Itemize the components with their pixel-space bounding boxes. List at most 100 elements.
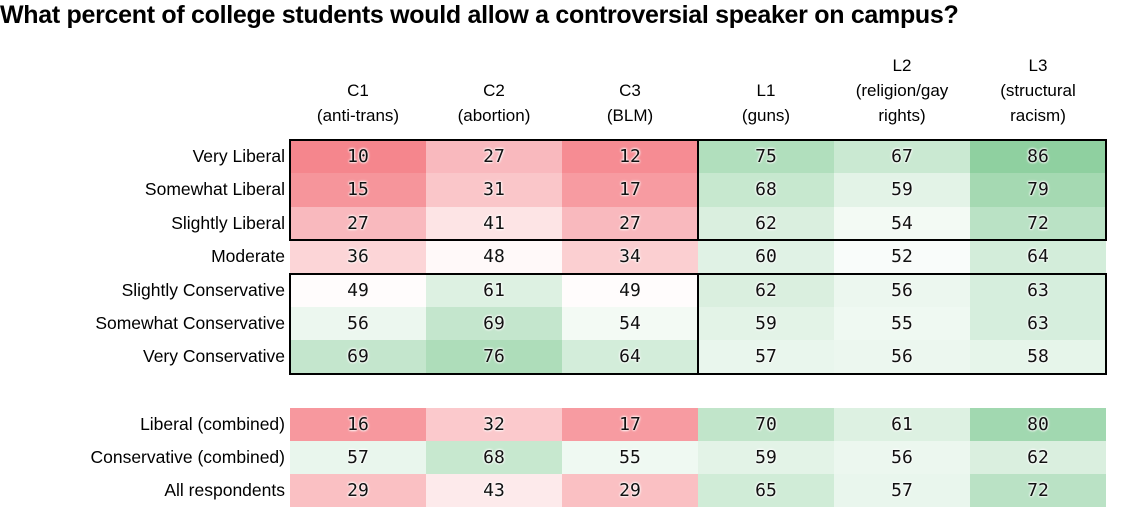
table-row: Very Conservative 69 76 64 57 56 58 — [0, 340, 1106, 374]
heatmap-cell: 61 — [426, 273, 562, 307]
column-header-line: C3 — [619, 81, 641, 100]
heatmap-cell: 65 — [698, 474, 834, 507]
heatmap-cell: 79 — [970, 173, 1106, 207]
heatmap-cell: 59 — [698, 306, 834, 341]
heatmap-cell: 27 — [426, 140, 562, 174]
heatmap-cell: 56 — [834, 441, 970, 474]
row-label: Very Conservative — [142, 346, 285, 367]
heatmap-cell: 55 — [834, 306, 970, 341]
heatmap-cell: 56 — [290, 306, 426, 341]
row-label: Slightly Liberal — [171, 212, 285, 233]
column-header-l2: L2 (religion/gay rights) — [834, 44, 970, 128]
column-header-line: L3 — [1028, 56, 1048, 75]
heatmap-cell: 10 — [290, 140, 426, 174]
table-row: Somewhat Liberal 15 31 17 68 59 79 — [0, 173, 1106, 207]
heatmap-cell: 36 — [290, 240, 426, 274]
heatmap-cell: 62 — [698, 273, 834, 307]
row-label: Somewhat Conservative — [95, 312, 285, 333]
heatmap-cell: 75 — [698, 140, 834, 174]
heatmap-cell: 31 — [426, 173, 562, 207]
column-header-line: (guns) — [741, 106, 791, 125]
table-row: Conservative (combined) 57 68 55 59 56 62 — [0, 441, 1106, 474]
heatmap-cell: 62 — [698, 206, 834, 241]
chart-title: What percent of college students would a… — [0, 1, 959, 29]
heatmap-cell: 32 — [426, 408, 562, 441]
row-label: Conservative (combined) — [90, 447, 285, 467]
row-label: Slightly Conservative — [121, 279, 285, 300]
heatmap-cell: 68 — [698, 173, 834, 207]
heatmap-cell: 43 — [426, 474, 562, 507]
heatmap-cell: 69 — [426, 306, 562, 341]
heatmap-cell: 49 — [290, 273, 426, 307]
heatmap-cell: 86 — [970, 140, 1106, 174]
heatmap-cell: 52 — [834, 240, 970, 274]
table-row: Somewhat Conservative 56 69 54 59 55 63 — [0, 306, 1106, 341]
heatmap-cell: 29 — [290, 474, 426, 507]
heatmap-cell: 70 — [698, 408, 834, 441]
table-row: Moderate 36 48 34 60 52 64 — [0, 240, 1106, 274]
heatmap-cell: 54 — [562, 306, 698, 341]
column-header-line: (abortion) — [457, 106, 531, 125]
column-header-line: L2 — [892, 56, 912, 75]
heatmap-cell: 12 — [562, 140, 698, 174]
heatmap-cell: 62 — [970, 441, 1106, 474]
heatmap-cell: 63 — [970, 273, 1106, 307]
heatmap-cell: 60 — [698, 240, 834, 274]
column-header-line: rights) — [878, 106, 926, 125]
column-header-line: C2 — [483, 81, 505, 100]
heatmap-cell: 57 — [834, 474, 970, 507]
heatmap-cell: 17 — [562, 408, 698, 441]
heatmap-cell: 67 — [834, 140, 970, 174]
heatmap-cell: 55 — [562, 441, 698, 474]
heatmap-cell: 27 — [562, 206, 698, 241]
column-header-c1: C1 (anti-trans) — [290, 44, 426, 128]
heatmap-cell: 57 — [290, 441, 426, 474]
heatmap-cell: 16 — [290, 408, 426, 441]
table-row: Very Liberal 10 27 12 75 67 86 — [0, 140, 1106, 174]
column-header-c3: C3 (BLM) — [562, 44, 698, 128]
heatmap-cell: 68 — [426, 441, 562, 474]
heatmap-cell: 58 — [970, 340, 1106, 374]
row-label: Somewhat Liberal — [144, 179, 285, 200]
table-row: Slightly Liberal 27 41 27 62 54 72 — [0, 206, 1106, 241]
heatmap-cell: 17 — [562, 173, 698, 207]
heatmap-cell: 48 — [426, 240, 562, 274]
column-header-line: (structural — [1000, 81, 1076, 100]
column-header-line: (anti-trans) — [316, 106, 400, 125]
heatmap-cell: 69 — [290, 340, 426, 374]
heatmap-cell: 72 — [970, 206, 1106, 241]
heatmap-cell: 27 — [290, 206, 426, 241]
column-header-line: (BLM) — [606, 106, 654, 125]
heatmap-cell: 59 — [698, 441, 834, 474]
heatmap-cell: 61 — [834, 408, 970, 441]
table-row: All respondents 29 43 29 65 57 72 — [0, 474, 1106, 507]
heatmap-cell: 57 — [698, 340, 834, 374]
heatmap-cell: 59 — [834, 173, 970, 207]
row-label: Very Liberal — [192, 146, 285, 166]
heatmap-cell: 54 — [834, 206, 970, 241]
column-header-line: racism) — [1010, 106, 1066, 125]
heatmap-cell: 56 — [834, 273, 970, 307]
heatmap-cell: 41 — [426, 206, 562, 241]
heatmap-cell: 34 — [562, 240, 698, 274]
row-label: Liberal (combined) — [140, 414, 285, 434]
row-label: All respondents — [164, 480, 285, 500]
heatmap-summary-rows: Liberal (combined) 16 32 17 70 61 80 Conservati… — [0, 408, 1106, 507]
heatmap-cell: 64 — [970, 240, 1106, 274]
column-header-l3: L3 (structural racism) — [970, 44, 1106, 128]
heatmap-main-rows: Very Liberal 10 27 12 75 67 86 Somewhat Liberal… — [0, 140, 1106, 374]
column-header-c2: C2 (abortion) — [426, 44, 562, 128]
column-headers: C1 (anti-trans) C2 (abortion) C3 (BLM) L1 (guns… — [290, 44, 1106, 128]
heatmap-cell: 64 — [562, 340, 698, 374]
column-header-l1: L1 (guns) — [698, 44, 834, 128]
heatmap-cell: 15 — [290, 173, 426, 207]
column-header-line: C1 — [347, 81, 369, 100]
heatmap-cell: 49 — [562, 273, 698, 307]
heatmap-cell: 63 — [970, 306, 1106, 341]
heatmap-cell: 76 — [426, 340, 562, 374]
heatmap-cell: 80 — [970, 408, 1106, 441]
table-row: Slightly Conservative 49 61 49 62 56 63 — [0, 273, 1106, 307]
heatmap-cell: 72 — [970, 474, 1106, 507]
heatmap-cell: 56 — [834, 340, 970, 374]
